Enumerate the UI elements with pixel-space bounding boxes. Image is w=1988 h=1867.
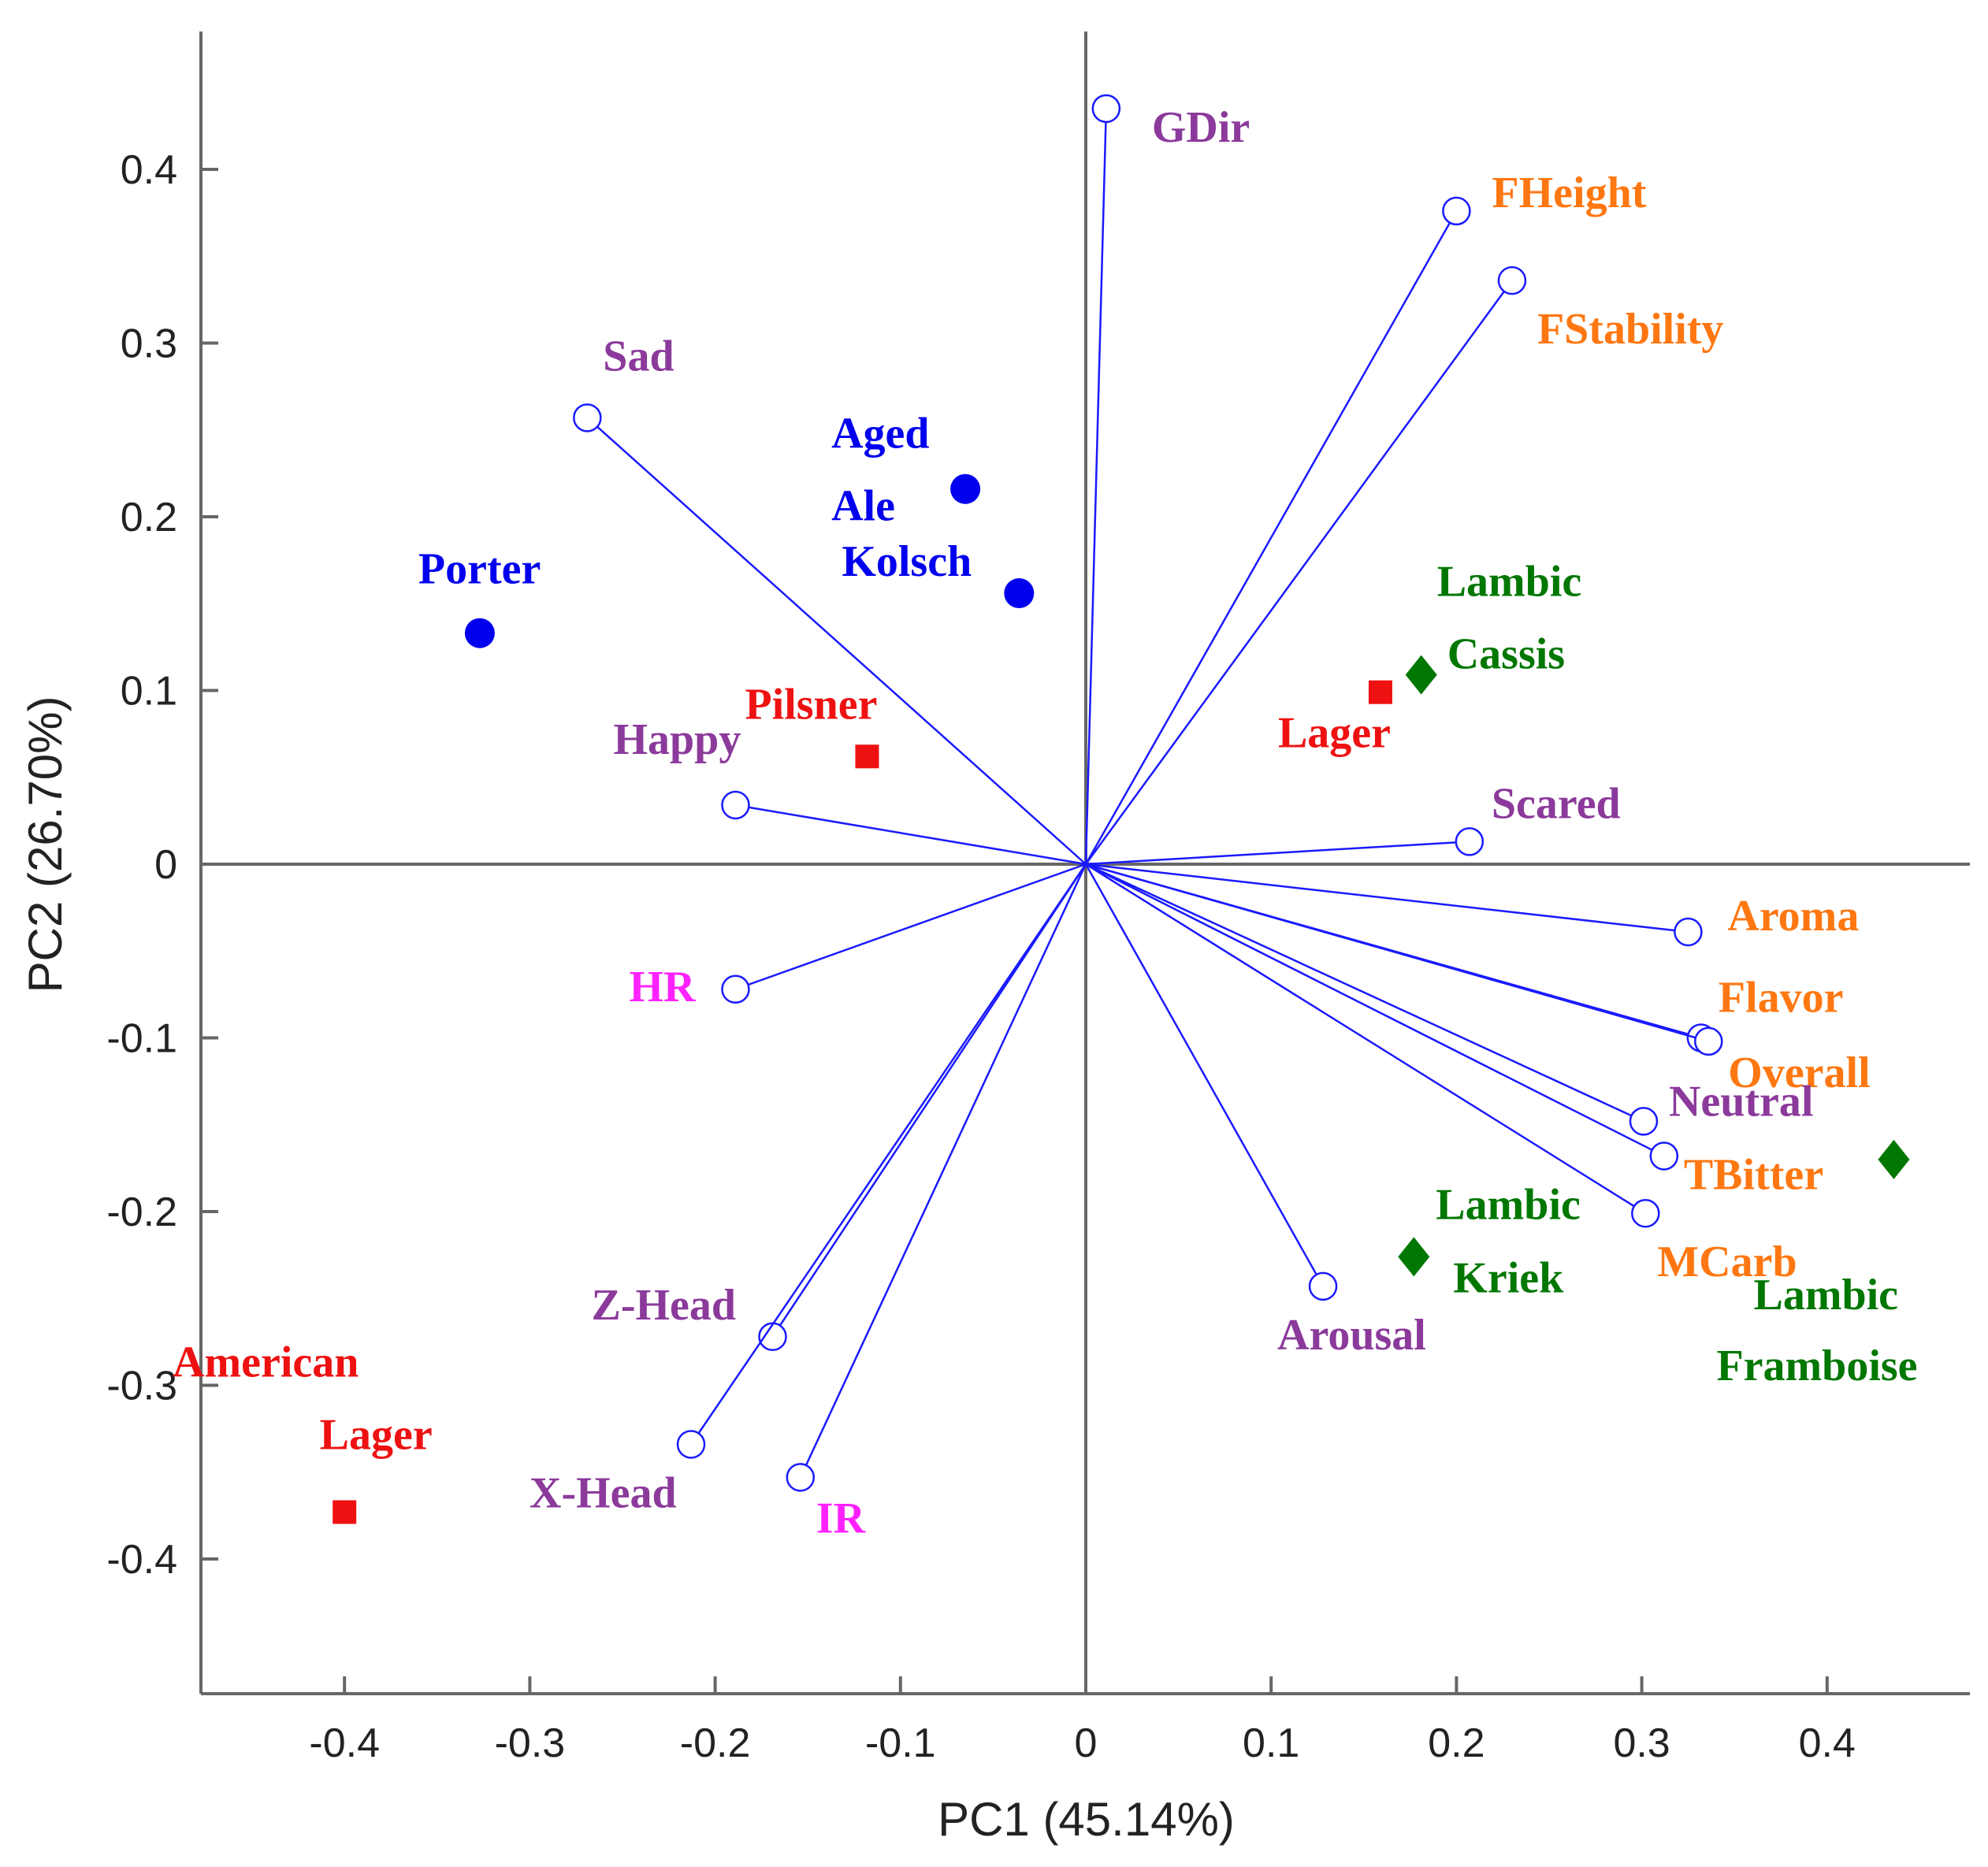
y-axis-ticks: 0.4 0.3 0.2 0.1 0 -0.1 -0.2 -0.3 -0.4 xyxy=(106,147,218,1583)
x-tick-label: 0.2 xyxy=(1428,1720,1484,1766)
vector-fstability xyxy=(1084,280,1513,865)
label-tbitter: TBitter xyxy=(1684,1150,1823,1199)
y-tick-label: 0 xyxy=(154,842,177,888)
vector-aroma xyxy=(1085,863,1689,934)
y-tick-label: 0.4 xyxy=(121,147,177,193)
vector-happy xyxy=(735,804,1087,866)
label-ir: IR xyxy=(816,1494,866,1542)
vector-overall xyxy=(1085,863,1709,1043)
loading-point-arousal xyxy=(1308,1271,1338,1301)
label-z-head: Z-Head xyxy=(592,1281,737,1330)
label-aged-ale-line-2: Ale xyxy=(831,482,895,531)
x-tick-label: 0.1 xyxy=(1243,1720,1299,1766)
loading-point-scared xyxy=(1455,827,1484,856)
vector-z-head xyxy=(771,863,1087,1338)
sample-marker-porter xyxy=(464,618,495,648)
x-tick-label: 0.4 xyxy=(1799,1720,1856,1766)
sample-marker-lambic-kriek xyxy=(1398,1237,1430,1277)
vector-x-head xyxy=(689,863,1087,1446)
loading-point-hr xyxy=(721,974,750,1004)
vector-gdir xyxy=(1084,108,1108,865)
x-tick-label: 0 xyxy=(1075,1720,1098,1766)
label-gdir: GDir xyxy=(1152,103,1250,152)
y-tick-label: 0.2 xyxy=(121,495,177,540)
y-tick-label: 0.1 xyxy=(121,669,177,715)
loading-point-neutral xyxy=(1629,1107,1659,1136)
label-overall: Overall xyxy=(1728,1049,1870,1097)
loading-point-gdir xyxy=(1091,94,1121,124)
vector-arousal xyxy=(1084,863,1325,1287)
x-tick-label: -0.3 xyxy=(495,1720,566,1766)
vector-sad xyxy=(586,417,1087,865)
label-lambic-cassis-line-2: Cassis xyxy=(1447,630,1565,679)
loading-vectors xyxy=(573,94,1723,1492)
label-mcarb: MCarb xyxy=(1657,1238,1797,1286)
y-tick-label: -0.3 xyxy=(106,1364,177,1409)
loading-point-mcarb xyxy=(1631,1198,1660,1228)
label-pilsner-line-1: Pilsner xyxy=(745,680,877,729)
vector-fheight xyxy=(1084,210,1458,865)
x-axis-title: PC1 (45.14%) xyxy=(938,1793,1235,1846)
label-aged-ale-line-1: Aged xyxy=(831,410,929,458)
loading-point-tbitter xyxy=(1649,1141,1679,1171)
loading-point-overall xyxy=(1694,1026,1723,1056)
x-tick-label: -0.1 xyxy=(865,1720,936,1766)
label-neutral: Neutral xyxy=(1669,1077,1814,1126)
x-axis-ticks: -0.4 -0.3 -0.2 -0.1 0 0.1 0.2 0.3 0.4 xyxy=(309,1676,1856,1766)
label-fstability: FStability xyxy=(1537,305,1723,354)
loading-point-aroma xyxy=(1674,917,1703,947)
label-lambic-kriek-line-1: Lambic xyxy=(1436,1180,1581,1229)
y-tick-label: -0.4 xyxy=(106,1537,177,1583)
label-happy: Happy xyxy=(613,715,741,764)
sample-marker-aged-ale xyxy=(950,473,981,504)
label-scared: Scared xyxy=(1492,779,1621,828)
y-axis-title: PC2 (26.70%) xyxy=(19,696,72,993)
label-lambic-framboise-line-2: Framboise xyxy=(1716,1342,1917,1390)
vector-ir xyxy=(799,863,1087,1478)
sample-marker-kolsch xyxy=(1004,578,1035,609)
label-kolsch-line-1: Kolsch xyxy=(842,537,972,586)
sample-marker-lager xyxy=(1368,680,1392,704)
y-tick-label: 0.3 xyxy=(121,321,177,367)
loading-point-sad xyxy=(573,403,602,432)
loading-point-fstability xyxy=(1497,265,1527,295)
label-lager-line-1: Lager xyxy=(1278,709,1391,758)
x-tick-label: -0.2 xyxy=(680,1720,751,1766)
x-tick-label: -0.4 xyxy=(309,1720,380,1766)
label-flavor: Flavor xyxy=(1719,974,1844,1023)
label-american-lager-line-1: American xyxy=(173,1338,359,1386)
label-lambic-cassis-line-1: Lambic xyxy=(1437,558,1582,607)
loading-point-happy xyxy=(721,790,750,820)
label-sad: Sad xyxy=(603,332,674,380)
label-porter-line-1: Porter xyxy=(418,545,541,594)
sample-marker-pilsner xyxy=(855,744,879,769)
sample-marker-american-lager xyxy=(333,1500,357,1524)
label-x-head: X-Head xyxy=(530,1468,677,1517)
label-hr: HR xyxy=(629,963,696,1011)
y-tick-label: -0.2 xyxy=(106,1190,177,1235)
sample-marker-lambic-framboise xyxy=(1878,1139,1910,1179)
label-american-lager-line-2: Lager xyxy=(320,1410,433,1459)
loading-point-ir xyxy=(786,1463,816,1492)
sample-marker-lambic-cassis xyxy=(1405,655,1437,695)
label-fheight: FHeight xyxy=(1492,169,1646,217)
vector-tbitter xyxy=(1085,863,1665,1157)
loading-point-fheight xyxy=(1442,196,1471,226)
vector-hr xyxy=(735,863,1087,990)
label-aroma: Aroma xyxy=(1727,892,1859,941)
y-tick-label: -0.1 xyxy=(106,1016,177,1062)
sample-points xyxy=(333,473,1910,1524)
label-lambic-framboise-line-1: Lambic xyxy=(1753,1271,1898,1320)
loading-point-x-head xyxy=(676,1430,706,1459)
label-arousal: Arousal xyxy=(1277,1311,1426,1360)
x-tick-label: 0.3 xyxy=(1613,1720,1670,1766)
vector-neutral xyxy=(1085,863,1644,1123)
vector-mcarb xyxy=(1085,863,1646,1215)
label-lambic-kriek-line-2: Kriek xyxy=(1453,1253,1564,1302)
vector-scared xyxy=(1085,841,1470,866)
point-labels: GDir FHeight FStability Sad Happy Scared HR Aro… xyxy=(173,103,1918,1543)
